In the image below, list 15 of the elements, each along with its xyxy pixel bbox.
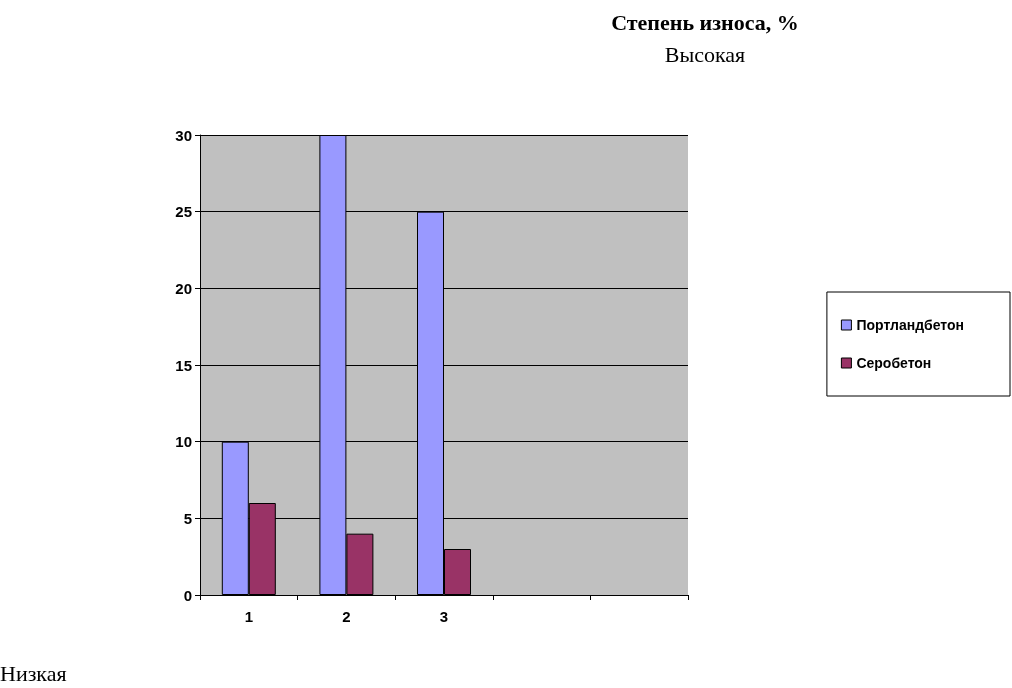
chart-subtitle: Высокая: [664, 41, 746, 67]
x-tick-label: 2: [342, 608, 351, 625]
x-tick-label: 1: [244, 608, 253, 625]
y-tick-label: 25: [175, 203, 192, 221]
y-tick-label: 0: [183, 586, 192, 604]
text: Низкая: [0, 660, 67, 686]
chart-title: Степень износа, %: [611, 9, 799, 35]
y-tick-label: 15: [175, 356, 192, 374]
y-tick-label: 10: [175, 433, 192, 451]
y-tick-label: 30: [175, 126, 192, 144]
legend-label: Серобетон: [856, 355, 932, 371]
x-tick-label: 3: [439, 608, 449, 625]
y-tick-label: 20: [175, 279, 192, 297]
legend-label: Портландбетон: [856, 317, 964, 333]
y-tick-label: 5: [183, 509, 192, 527]
